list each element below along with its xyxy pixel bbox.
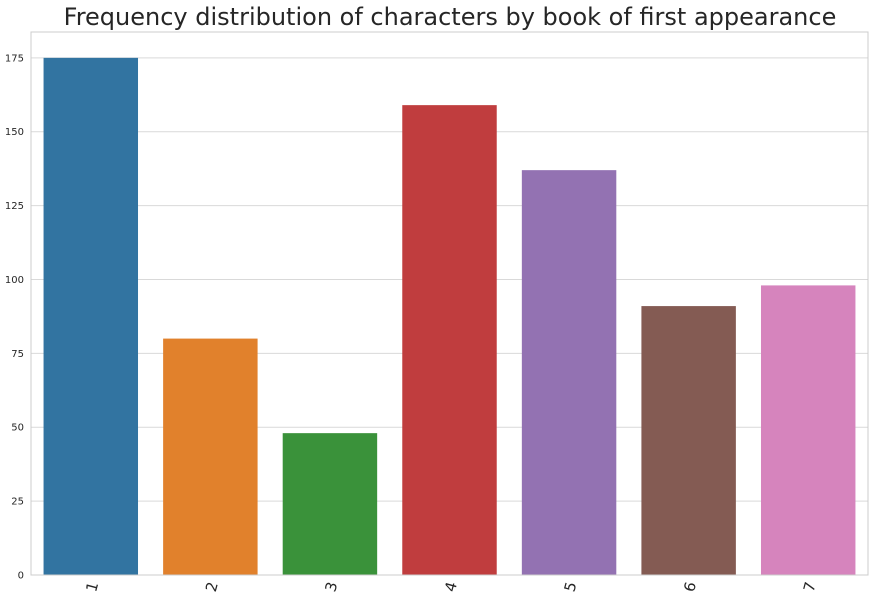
y-tick-label: 150 (5, 127, 24, 138)
bar-5 (521, 170, 617, 576)
y-tick-label: 25 (11, 497, 24, 508)
y-tick-label: 75 (11, 349, 24, 360)
y-tick-label: 50 (11, 423, 24, 434)
x-tick-label: 1 (82, 580, 102, 594)
y-tick-label: 100 (5, 275, 24, 286)
y-tick-label: 0 (18, 571, 24, 582)
bar-2 (163, 338, 258, 575)
bar-1 (43, 57, 139, 576)
bar-6 (641, 306, 736, 575)
x-tick-label: 3 (322, 580, 342, 594)
x-tick-label: 6 (680, 580, 700, 594)
x-tick-label: 5 (561, 580, 581, 594)
plot-frame (30, 31, 869, 576)
x-axis-ticks: 1 2 3 4 5 6 7 (82, 580, 819, 594)
y-tick-label: 125 (5, 201, 24, 212)
x-tick-label: 7 (800, 580, 820, 594)
bars (43, 57, 856, 576)
bar-7 (760, 285, 856, 575)
x-tick-label: 2 (202, 580, 222, 594)
y-tick-label: 175 (5, 53, 24, 64)
bar-4 (402, 105, 497, 575)
y-axis-ticks: 0 25 50 75 100 125 150 175 (5, 53, 24, 581)
chart-title: Frequency distribution of characters by … (64, 3, 837, 31)
x-tick-label: 4 (441, 580, 461, 594)
bar-3 (282, 433, 378, 575)
